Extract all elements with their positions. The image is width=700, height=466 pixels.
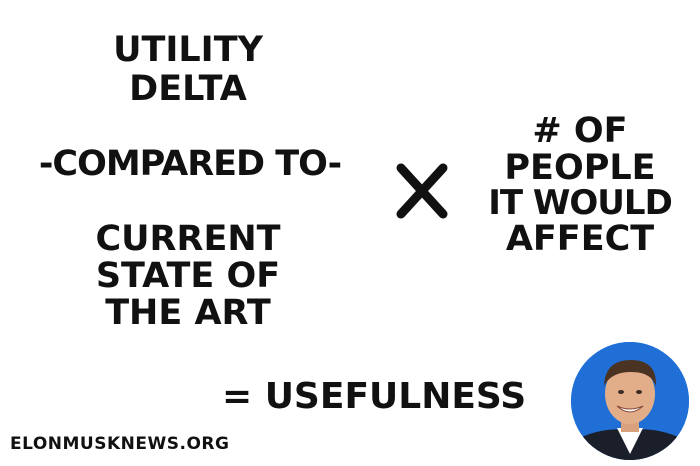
source-watermark: ELONMUSKNEWS.ORG <box>10 434 230 454</box>
utility-delta-line-2: DELTA <box>129 69 247 109</box>
usefulness-result: = USEFULNESS <box>222 376 527 417</box>
people-affected-line-3: IT WOULD <box>488 183 673 223</box>
compared-to-divider: -COMPARED TO- <box>38 144 342 184</box>
utility-delta-line-1: UTILITY <box>113 30 263 70</box>
state-of-art-line-1: CURRENT <box>95 219 281 259</box>
state-of-art-line-2: STATE OF <box>95 256 281 296</box>
people-affected-line-2: PEOPLE <box>504 148 656 188</box>
people-affected-line-4: AFFECT <box>505 219 655 259</box>
state-of-art-line-3: THE ART <box>105 293 271 333</box>
people-affected-line-1: # OF <box>532 111 628 151</box>
avatar <box>571 342 689 460</box>
multiply-icon <box>396 163 448 219</box>
